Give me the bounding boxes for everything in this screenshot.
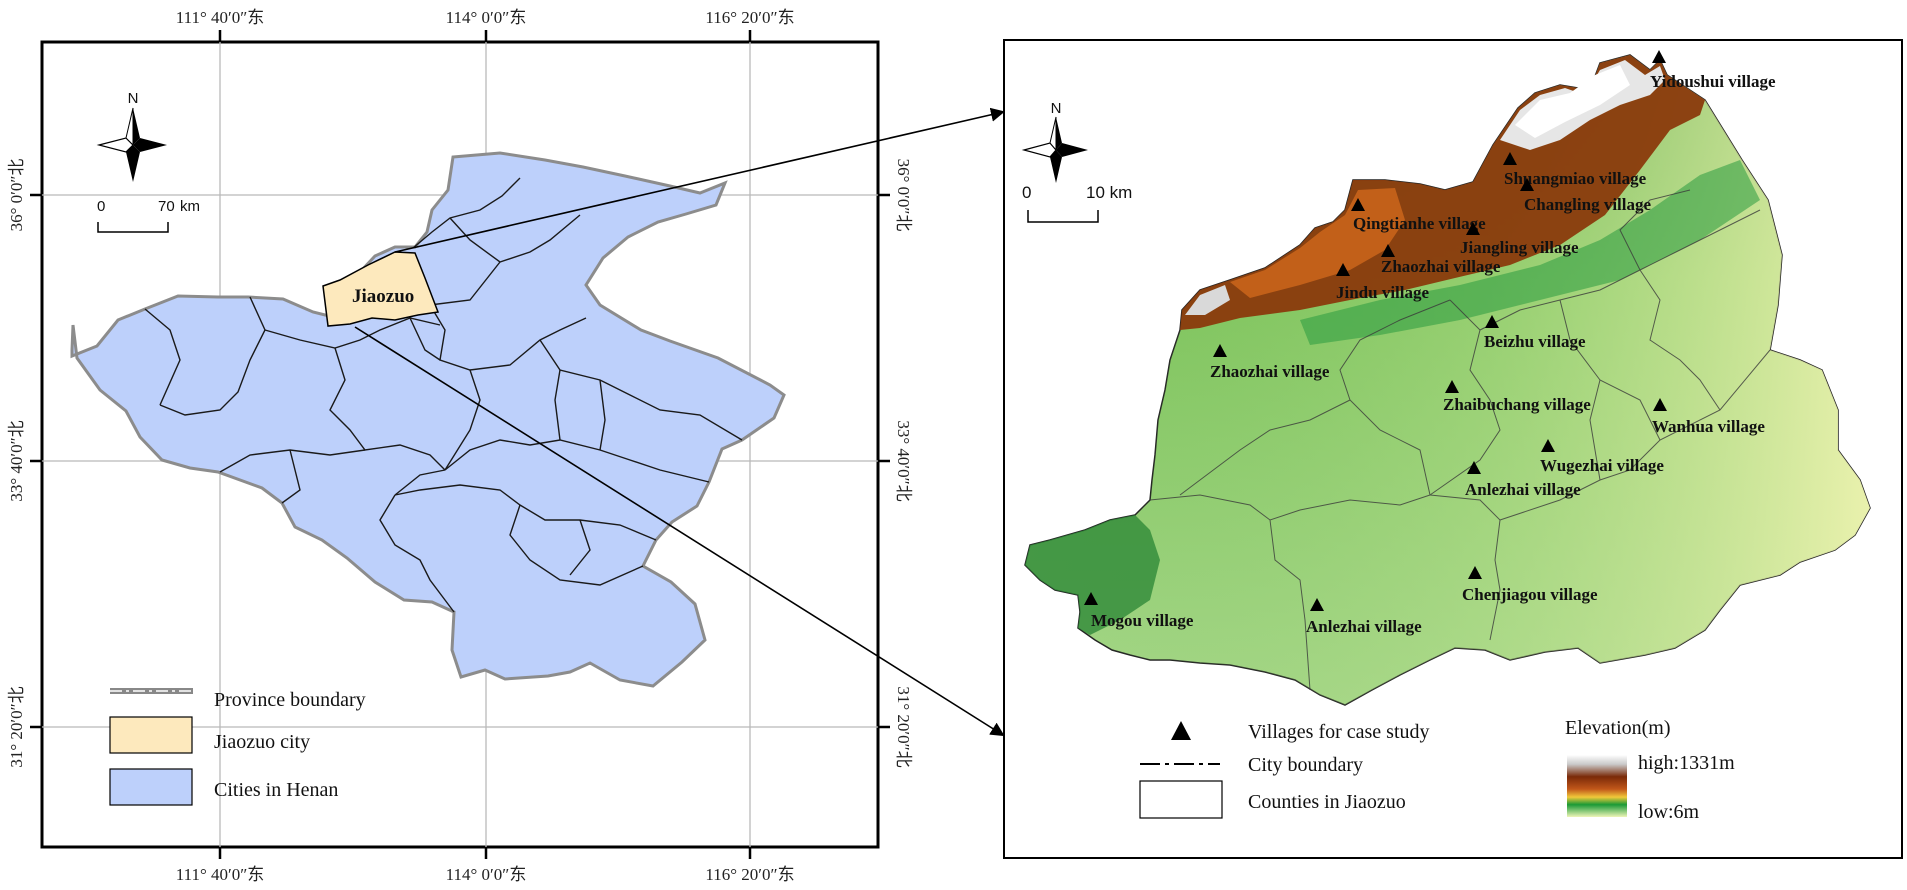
village-marker: Jiangling village [1460,222,1579,257]
village-marker: Qingtianhe village [1351,198,1486,233]
legend-villages: Villages for case study [1248,721,1430,743]
connector-arrows [354,107,1005,737]
svg-text:Beizhu village: Beizhu village [1484,332,1586,351]
henan-province [70,151,786,688]
village-marker: Jindu village [1336,263,1430,302]
jiaozuo-highlight-label: Jiaozuo [352,286,414,307]
svg-text:Wugezhai village: Wugezhai village [1540,456,1664,475]
village-marker: Wanhua village [1652,398,1765,436]
legend-city-boundary: City boundary [1248,754,1363,776]
jiaozuo-city [322,251,440,327]
village-marker: Yidoushui village [1650,50,1776,91]
svg-text:116° 20′0″东: 116° 20′0″东 [705,8,794,27]
svg-text:114° 0′0″东: 114° 0′0″东 [446,865,527,884]
village-marker: Mogou village [1084,592,1194,630]
svg-text:114° 0′0″东: 114° 0′0″东 [446,8,527,27]
svg-text:Zhaozhai village: Zhaozhai village [1381,257,1501,276]
village-marker: Anlezhai village [1306,598,1422,636]
svg-text:Anlezhai village: Anlezhai village [1306,617,1422,636]
svg-text:Mogou village: Mogou village [1091,611,1194,630]
svg-text:111° 40′0″东: 111° 40′0″东 [176,865,265,884]
village-marker: Zhaibuchang village [1443,380,1591,414]
svg-text:Jiangling village: Jiangling village [1460,238,1579,257]
svg-text:Qingtianhe village: Qingtianhe village [1353,214,1486,233]
svg-text:N: N [128,90,139,107]
legend-jiaozuo-city: Jiaozuo city [214,731,310,753]
village-marker: Changling village [1520,178,1652,214]
svg-text:0: 0 [97,198,105,215]
svg-text:Zhaozhai village: Zhaozhai village [1210,362,1330,381]
jiaozuo-map-panel: N 0 10 km Yidoushui village Shuangmiao v… [1003,39,1903,859]
elevation-high: high:1331m [1638,752,1735,774]
svg-text:Chenjiagou village: Chenjiagou village [1462,585,1598,604]
svg-text:N: N [1051,100,1062,117]
svg-text:Zhaibuchang village: Zhaibuchang village [1443,395,1591,414]
village-marker: Anlezhai village [1465,461,1581,499]
village-marker: Zhaozhai village [1381,244,1501,276]
svg-text:33° 40′0″北: 33° 40′0″北 [894,420,913,501]
svg-text:111° 40′0″东: 111° 40′0″东 [176,8,265,27]
svg-text:33° 40′0″北: 33° 40′0″北 [7,420,26,501]
svg-text:116° 20′0″东: 116° 20′0″东 [705,865,794,884]
svg-text:36° 0′0″北: 36° 0′0″北 [894,159,913,232]
svg-text:Shuangmiao village: Shuangmiao village [1504,169,1647,188]
village-marker: Beizhu village [1484,315,1586,351]
legend-left: Province boundary Jiaozuo city Cities in… [109,688,366,806]
legend-province-boundary: Province boundary [214,689,366,711]
village-marker: Zhaozhai village [1210,344,1330,381]
county-boundaries [1149,189,1771,691]
henan-map-panel: Jiaozuo N 0 70 km Province boundary Jiao… [7,8,913,884]
svg-text:Jindu village: Jindu village [1336,283,1430,302]
tick-labels: 111° 40′0″东 114° 0′0″东 116° 20′0″东 111° … [7,8,913,884]
svg-text:Yidoushui village: Yidoushui village [1650,72,1776,91]
svg-text:0: 0 [1022,183,1031,202]
svg-text:km: km [180,198,200,215]
svg-text:Wanhua village: Wanhua village [1652,417,1765,436]
scale-bar-left: 0 70 km [97,198,200,233]
legend-counties: Counties in Jiaozuo [1248,791,1406,813]
scale-bar-right: 0 10 km [1022,183,1132,223]
village-marker: Shuangmiao village [1503,152,1647,188]
svg-text:70: 70 [158,198,175,215]
north-arrow-right: N [1021,100,1088,183]
village-marker: Chenjiagou village [1462,566,1598,604]
svg-text:10 km: 10 km [1086,183,1132,202]
svg-text:31° 20′0″北: 31° 20′0″北 [7,686,26,767]
svg-text:31° 20′0″北: 31° 20′0″北 [894,686,913,767]
villages: Yidoushui village Shuangmiao village Cha… [1084,50,1776,636]
legend-right: Villages for case study City boundary Co… [1139,717,1735,823]
legend-cities-in-henan: Cities in Henan [214,779,338,801]
elevation-title: Elevation(m) [1565,717,1671,739]
svg-text:Anlezhai village: Anlezhai village [1465,480,1581,499]
north-arrow-left: N [96,90,167,182]
village-marker: Wugezhai village [1540,439,1664,475]
elevation-low: low:6m [1638,801,1700,823]
svg-text:36° 0′0″北: 36° 0′0″北 [7,159,26,232]
svg-text:Changling village: Changling village [1524,195,1652,214]
